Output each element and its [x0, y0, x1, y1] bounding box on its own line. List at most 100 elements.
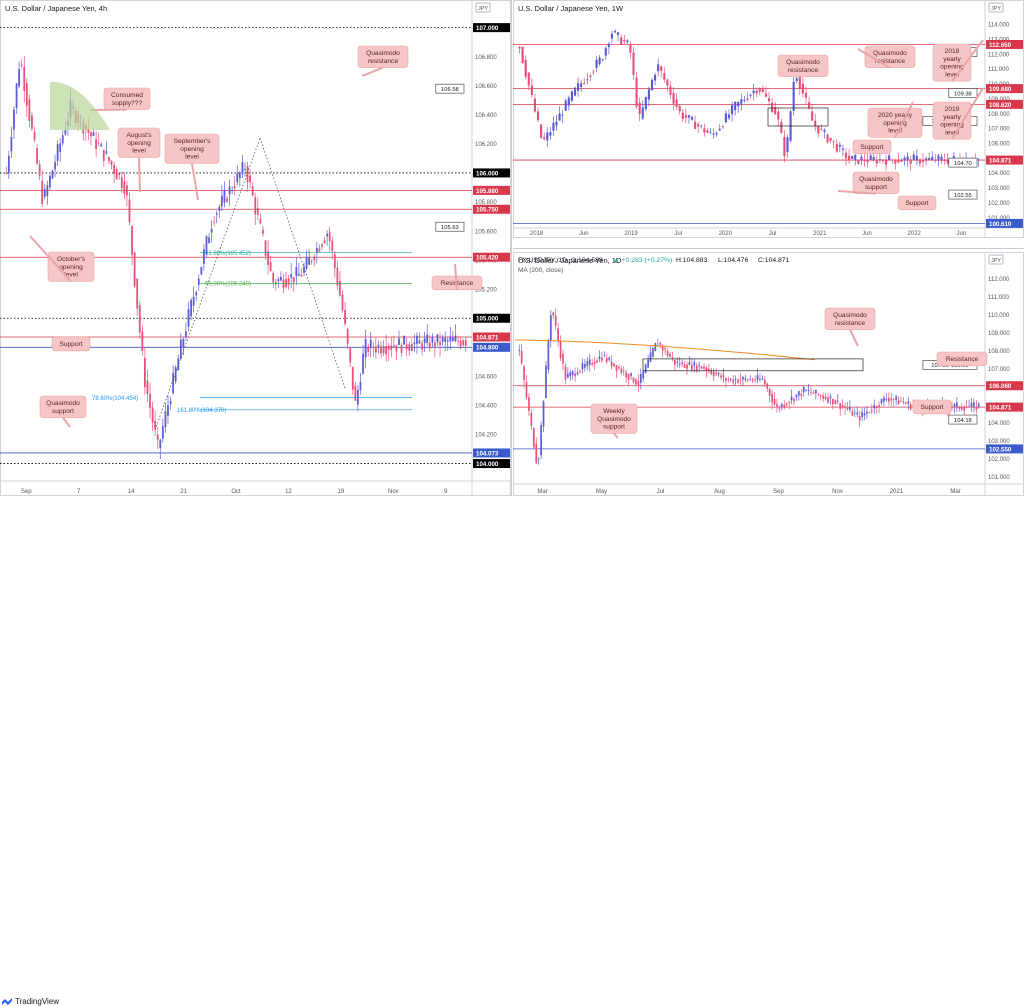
chart-h4: U.S. Dollar / Japanese Yen, 4hJPY104.000… — [0, 0, 511, 496]
y-tick-label: 111.000 — [988, 295, 1009, 301]
candle-body — [805, 390, 807, 391]
y-tick-label: 108.000 — [988, 349, 1010, 355]
candle-body — [447, 340, 449, 341]
candle-body — [559, 113, 561, 120]
candle-body — [861, 412, 863, 417]
x-tick-label: Jul — [674, 231, 682, 237]
candle-body — [362, 354, 364, 374]
callout-text: yearly — [943, 56, 961, 63]
y-tick-label: 104.600 — [475, 375, 497, 381]
candle-body — [403, 336, 405, 345]
candle-body — [684, 364, 686, 368]
callout-text: resistance — [835, 320, 865, 327]
candle-body — [290, 274, 292, 278]
candle-body — [633, 378, 635, 383]
candle-body — [764, 380, 766, 385]
y-tick-label: 112.000 — [988, 52, 1010, 58]
candle-body — [390, 346, 392, 350]
candle-body — [811, 111, 813, 120]
candle-body — [910, 160, 912, 164]
candle-body — [866, 412, 868, 414]
candle-body — [931, 157, 933, 160]
candle-body — [103, 150, 105, 161]
candle-body — [652, 348, 654, 356]
y-tick-label: 106.000 — [988, 141, 1010, 147]
tradingview-brand[interactable]: TradingView — [15, 997, 59, 1006]
candle-body — [734, 102, 736, 110]
candle-body — [876, 407, 878, 408]
candle-body — [788, 402, 790, 403]
candle-body — [834, 400, 836, 404]
candle-body — [26, 83, 28, 106]
ohlc-low: L:104.476 — [718, 257, 748, 264]
candle-body — [200, 267, 202, 274]
callout-text: Quasimodo — [366, 50, 400, 57]
candle-body — [39, 164, 41, 175]
candle-body — [442, 337, 444, 342]
x-tick-label: Nov — [832, 489, 843, 495]
candle-body — [23, 67, 25, 91]
callout-text: Quasimodo — [873, 50, 907, 57]
candle-body — [568, 98, 570, 106]
candle-body — [700, 126, 702, 127]
price-tag-text: 105.420 — [476, 255, 499, 262]
chart-title: U.S. Dollar / Japanese Yen, 1W — [518, 4, 624, 13]
candle-body — [360, 382, 362, 390]
candle-body — [659, 343, 661, 345]
candle-body — [324, 240, 326, 243]
candle-body — [697, 124, 699, 126]
candle-body — [925, 158, 927, 159]
candle-body — [534, 99, 536, 112]
candle-body — [525, 60, 527, 77]
candle-body — [808, 102, 810, 108]
candle-body — [703, 128, 705, 132]
candle-body — [833, 141, 835, 142]
price-tag-text: 108.620 — [989, 102, 1012, 109]
candle-body — [599, 357, 601, 359]
candle-body — [129, 200, 131, 223]
candle-body — [526, 382, 528, 398]
candle-body — [584, 364, 586, 368]
candle-body — [108, 157, 110, 161]
candle-body — [759, 379, 761, 380]
candle-body — [44, 189, 46, 196]
callout-text: Quasimodo — [859, 176, 893, 183]
candle-body — [383, 346, 385, 353]
price-tag-text: 105.000 — [476, 316, 499, 323]
candle-body — [216, 213, 218, 214]
callout-text: Quasimodo — [46, 400, 80, 407]
y-tick-label: 103.000 — [988, 186, 1010, 192]
candle-body — [175, 367, 177, 381]
candle-body — [645, 365, 647, 373]
candle-body — [608, 358, 610, 360]
candle-body — [776, 404, 778, 406]
candle-body — [90, 132, 92, 136]
candle-body — [603, 356, 605, 357]
candle-body — [352, 367, 354, 390]
candle-body — [779, 408, 781, 409]
candle-body — [626, 40, 628, 42]
candle-body — [396, 345, 398, 351]
candle-body — [144, 358, 146, 387]
candle-body — [522, 47, 524, 63]
candle-body — [672, 93, 674, 104]
price-tag-text: 107.000 — [476, 25, 499, 32]
y-tick-label: 106.600 — [475, 84, 497, 90]
candle-body — [777, 112, 779, 120]
candle-body — [883, 397, 885, 401]
callout-text: Support — [59, 341, 82, 348]
level-value-text: 109.38 — [954, 91, 972, 97]
candle-body — [759, 88, 761, 92]
candle-body — [667, 351, 669, 356]
candle-body — [891, 160, 893, 161]
candle-body — [842, 149, 844, 150]
candle-body — [879, 159, 881, 160]
footer: TradingView — [0, 498, 1024, 510]
fib-label: 50.00%(105.240) — [205, 282, 251, 288]
x-tick-label: Mar — [950, 489, 960, 495]
candle-body — [870, 155, 872, 159]
candle-body — [900, 401, 902, 402]
candle-body — [805, 93, 807, 98]
candle-body — [182, 339, 184, 348]
